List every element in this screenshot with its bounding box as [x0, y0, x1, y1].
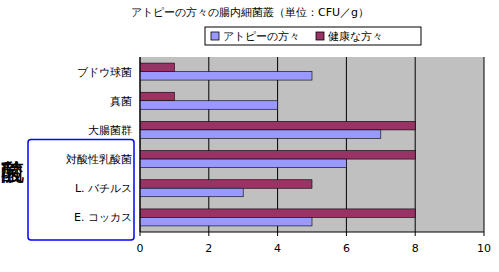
tick-label: 4	[274, 242, 281, 255]
tick-mark	[208, 232, 209, 236]
legend-box	[205, 27, 421, 45]
chart: アトピーの方々の腸内細菌叢（単位：CFU／g） アトピーの方々 健康な方々 0 2 4 6 8…	[0, 0, 499, 272]
tick-label: 8	[412, 242, 419, 255]
tick-label: 10	[477, 242, 491, 255]
grid-line	[346, 57, 347, 232]
category-label: 真菌	[110, 95, 132, 108]
bar	[140, 180, 312, 189]
tick-mark	[346, 232, 347, 236]
bar	[140, 217, 312, 226]
grid-line	[484, 57, 485, 232]
bars	[140, 63, 415, 226]
category-label: 大腸菌群	[88, 124, 132, 137]
bar	[140, 209, 415, 218]
bar	[140, 188, 243, 197]
grid-line	[140, 57, 141, 232]
tick-mark	[484, 232, 485, 236]
plot-area	[140, 57, 484, 232]
legend: アトピーの方々 健康な方々	[205, 27, 421, 45]
tick-label: 0	[137, 242, 144, 255]
tick-mark	[140, 232, 141, 236]
bar	[140, 130, 381, 139]
grid-line	[277, 57, 278, 232]
tick-label: 6	[343, 242, 350, 255]
bar	[140, 63, 174, 71]
group-box	[28, 140, 134, 241]
category-label: E. コッカス	[74, 211, 132, 224]
axis-line	[140, 232, 484, 233]
bar	[140, 101, 278, 110]
legend-label: 健康な方々	[328, 30, 383, 43]
bar	[140, 92, 174, 101]
category-label: ブドウ球菌	[77, 66, 132, 79]
grid-line	[415, 57, 416, 232]
tick-mark	[277, 232, 278, 236]
category-label: L. バチルス	[75, 182, 132, 195]
bar	[140, 151, 415, 160]
legend-swatch	[316, 32, 324, 40]
tick-label: 2	[205, 242, 212, 255]
legend-swatch	[211, 32, 219, 40]
bar	[140, 159, 346, 168]
grid-line	[208, 57, 209, 232]
axis-line	[140, 57, 141, 232]
legend-label: アトピーの方々	[223, 30, 300, 43]
category-label: 対酸性乳酸菌	[66, 153, 132, 166]
bar	[140, 121, 415, 129]
bar	[140, 72, 312, 81]
title: アトピーの方々の腸内細菌叢（単位：CFU／g）	[131, 6, 369, 19]
tick-mark	[415, 232, 416, 236]
